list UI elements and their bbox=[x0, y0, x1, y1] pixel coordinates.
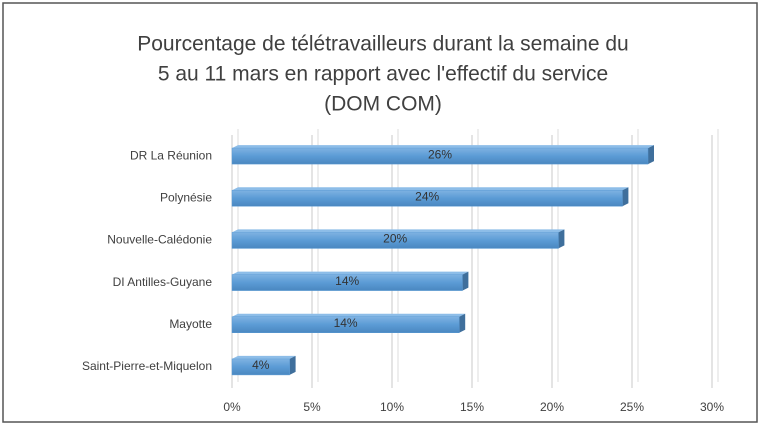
data-label: 14% bbox=[335, 274, 359, 288]
x-tick-label: 25% bbox=[620, 400, 644, 414]
bar-top bbox=[232, 271, 469, 275]
bar-side bbox=[289, 355, 296, 375]
y-tick-label: Mayotte bbox=[169, 317, 212, 331]
y-tick-label: DR La Réunion bbox=[130, 148, 212, 162]
bar bbox=[231, 147, 649, 165]
x-tick-label: 5% bbox=[303, 400, 321, 414]
bar-side bbox=[459, 313, 466, 333]
x-tick-label: 30% bbox=[700, 400, 724, 414]
x-tick-label: 15% bbox=[460, 400, 484, 414]
chart-border bbox=[2, 2, 758, 423]
data-label: 4% bbox=[252, 358, 270, 372]
bar-side bbox=[462, 271, 469, 291]
y-tick-label: DI Antilles-Guyane bbox=[113, 275, 213, 289]
bar-side bbox=[558, 229, 565, 249]
y-tick-label: Saint-Pierre-et-Miquelon bbox=[82, 359, 212, 373]
chart-title: (DOM COM) bbox=[324, 93, 442, 116]
x-tick-label: 0% bbox=[223, 400, 241, 414]
data-label: 24% bbox=[415, 189, 439, 203]
data-label: 20% bbox=[383, 232, 407, 246]
x-tick-label: 20% bbox=[540, 400, 564, 414]
data-label: 26% bbox=[428, 147, 452, 161]
bar bbox=[231, 274, 463, 291]
bar bbox=[231, 358, 290, 376]
bar bbox=[231, 316, 460, 333]
bar-side bbox=[622, 187, 629, 207]
bar-top bbox=[232, 229, 565, 233]
bar-side bbox=[648, 145, 654, 165]
data-label: 14% bbox=[334, 316, 358, 330]
bar-top bbox=[232, 187, 629, 191]
bar bbox=[231, 232, 559, 249]
chart-title: Pourcentage de télétravailleurs durant l… bbox=[137, 33, 628, 56]
y-tick-label: Polynésie bbox=[160, 190, 212, 204]
bar bbox=[231, 190, 623, 207]
y-tick-label: Nouvelle-Calédonie bbox=[107, 233, 212, 247]
chart-title: 5 au 11 mars en rapport avec l'effectif … bbox=[158, 63, 608, 86]
bar-top bbox=[232, 145, 654, 149]
bar-top bbox=[232, 355, 296, 359]
bar-top bbox=[232, 313, 466, 317]
x-tick-label: 10% bbox=[380, 400, 404, 414]
